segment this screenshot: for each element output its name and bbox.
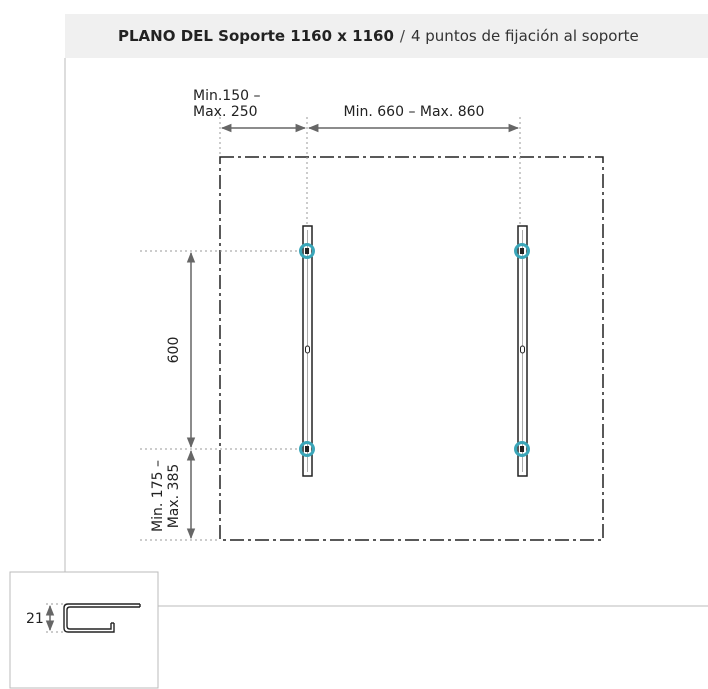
left-mounting-rail xyxy=(302,225,313,477)
drawing-title-bar: PLANO DEL Soporte 1160 x 1160 / 4 puntos… xyxy=(65,14,708,58)
bottom-margin-label-line2: Max. 385 xyxy=(166,464,182,529)
fixing-point-bottom-left xyxy=(299,441,315,457)
profile-height-label: 21 xyxy=(26,611,44,627)
rail-spacing-label: Min. 660 – Max. 860 xyxy=(344,104,485,120)
right-mounting-rail xyxy=(517,225,528,477)
drawing-title: PLANO DEL Soporte 1160 x 1160 xyxy=(118,27,394,45)
extension-lines xyxy=(140,117,521,541)
profile-detail-box xyxy=(9,571,159,689)
title-separator: / xyxy=(399,27,405,45)
fixing-point-bottom-right xyxy=(514,441,530,457)
vertical-spacing-label: 600 xyxy=(166,337,182,364)
fixing-point-top-left xyxy=(299,243,315,259)
bottom-margin-label-line1: Min. 175 – xyxy=(150,460,166,532)
fixing-point-top-right xyxy=(514,243,530,259)
drawing-subtitle: 4 puntos de fijación al soporte xyxy=(410,27,639,45)
profile-height-extensions xyxy=(46,603,64,633)
left-margin-label-line2: Max. 250 xyxy=(193,104,258,120)
left-margin-label-line1: Min.150 – xyxy=(193,88,260,104)
panel-outline xyxy=(219,156,604,541)
profile-section xyxy=(63,603,141,633)
